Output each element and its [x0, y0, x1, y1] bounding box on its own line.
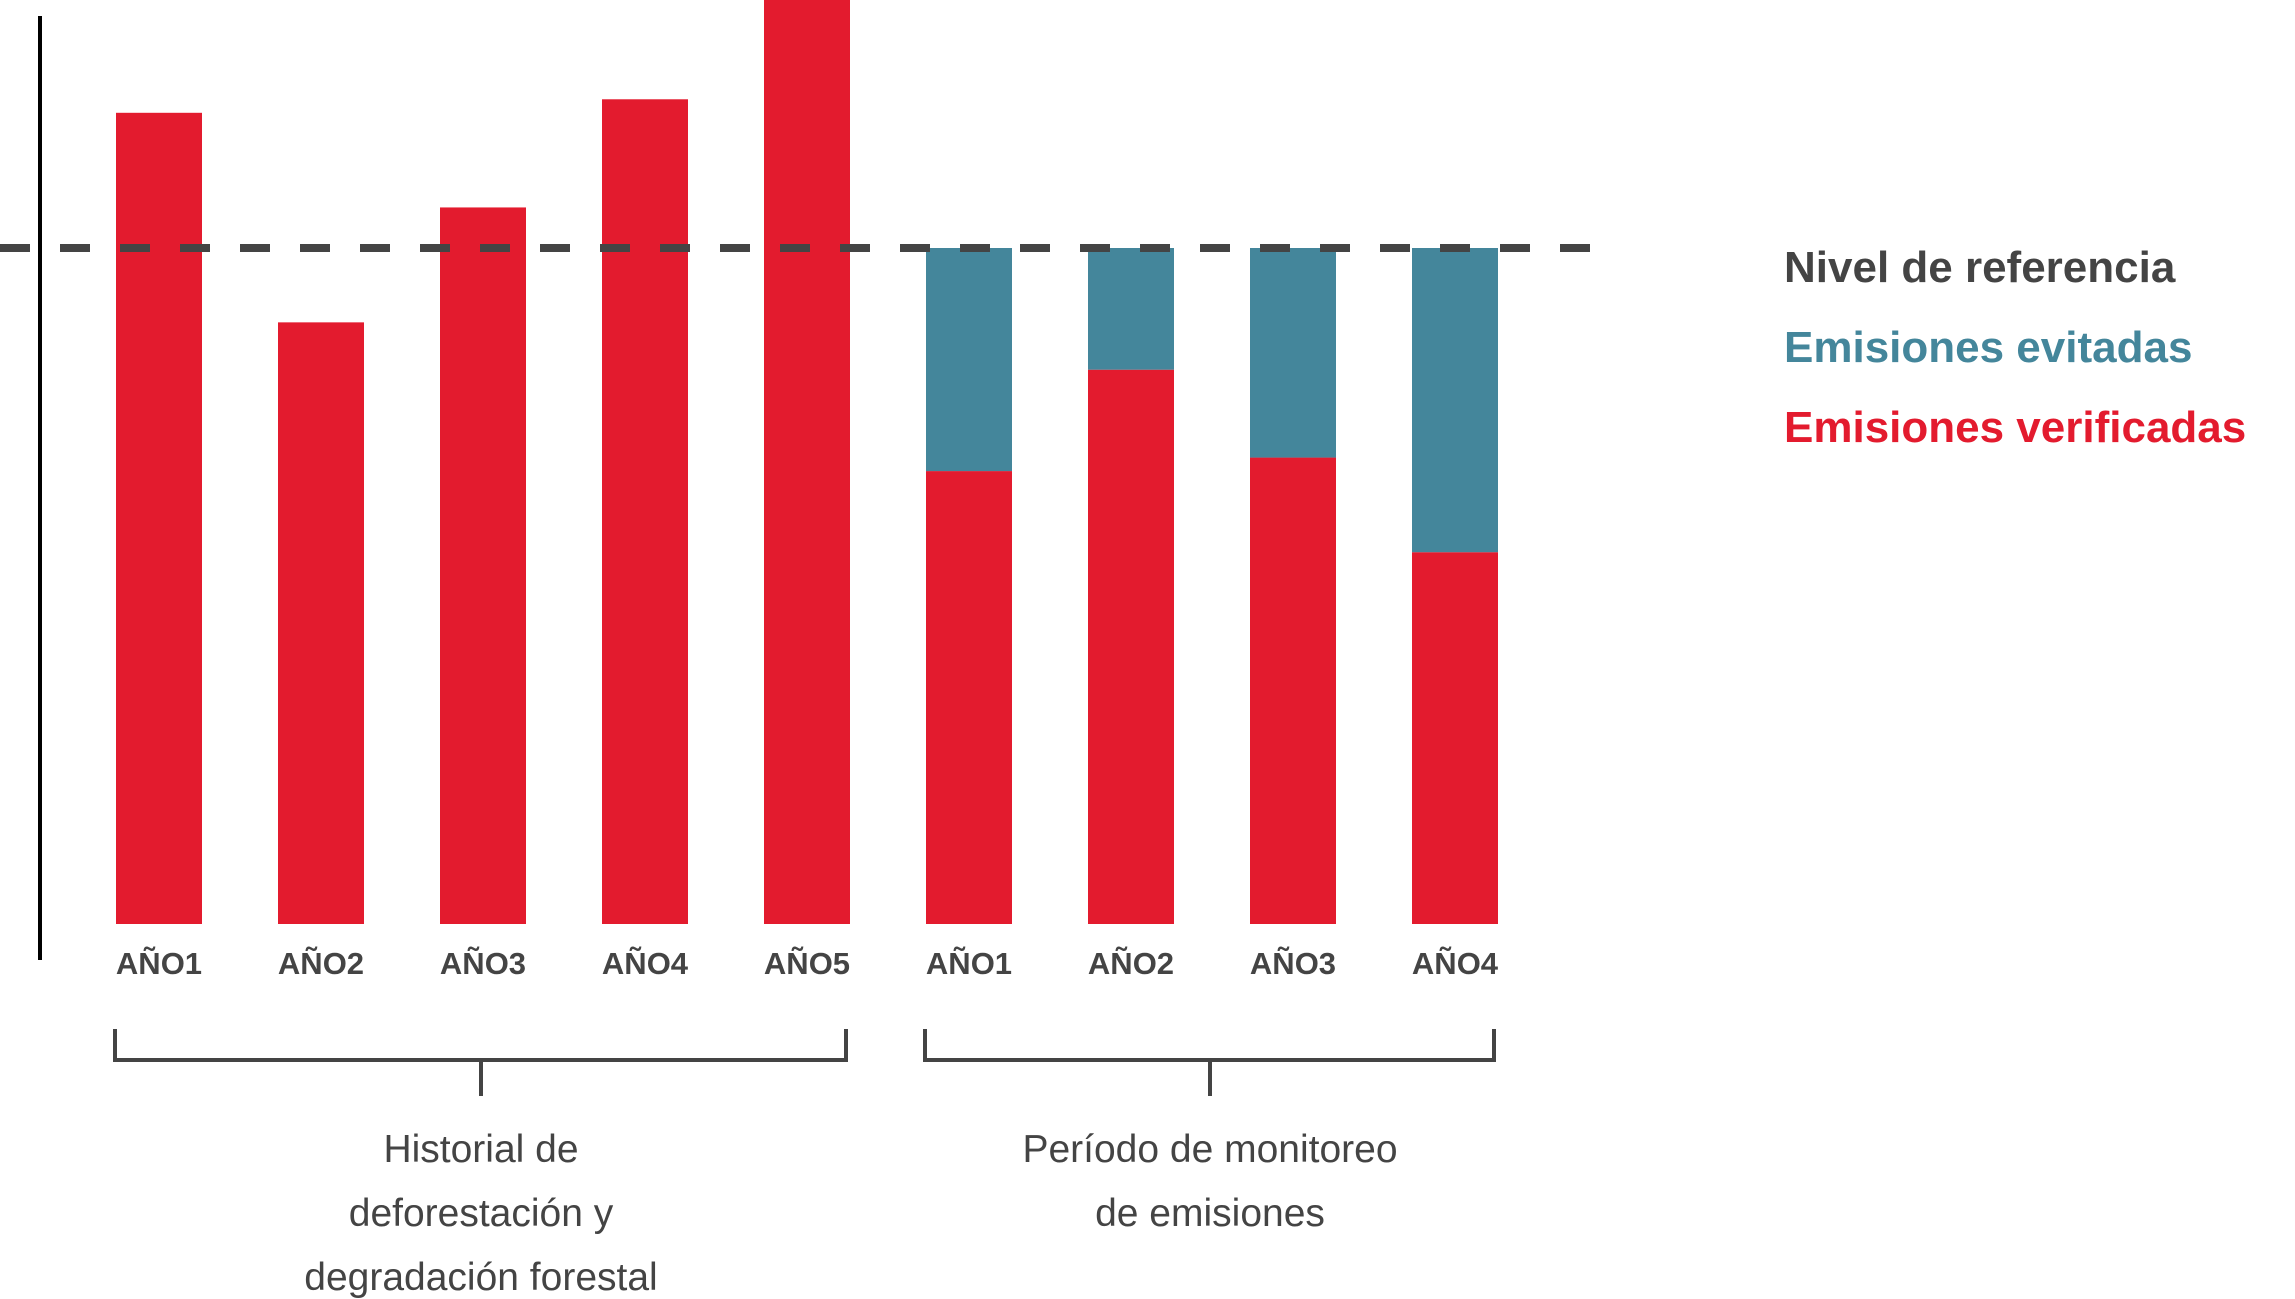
x-tick-label: AÑO2 — [278, 946, 364, 981]
y-axis-line — [38, 16, 42, 960]
bar-avoided-7 — [1088, 248, 1174, 370]
x-tick-label: AÑO3 — [440, 946, 526, 981]
x-tick-label: AÑO1 — [926, 946, 1012, 981]
x-tick-label: AÑO1 — [116, 946, 202, 981]
bar-verified-5 — [764, 0, 850, 924]
bar-verified-2 — [278, 322, 364, 924]
bar-verified-4 — [602, 99, 688, 924]
bracket-left-2 — [923, 1029, 927, 1062]
bar-verified-1 — [116, 112, 202, 925]
bracket-bar-1 — [113, 1058, 848, 1062]
bracket-right-1 — [844, 1029, 848, 1062]
group-label-line: Período de monitoreo — [1022, 1128, 1397, 1171]
group-label-line: deforestación y — [349, 1192, 614, 1235]
bar-verified-8 — [1250, 457, 1336, 924]
bracket-tick-2 — [1208, 1062, 1212, 1096]
group-label-line: degradación forestal — [304, 1256, 657, 1299]
bracket-bar-2 — [923, 1058, 1496, 1062]
group-label-line: de emisiones — [1095, 1192, 1325, 1235]
bar-verified-3 — [440, 207, 526, 924]
legend-item-reference: Nivel de referencia — [1784, 243, 2176, 292]
bar-verified-7 — [1088, 369, 1174, 924]
legend-item-verified: Emisiones verificadas — [1784, 403, 2247, 452]
legend: Nivel de referencia Emisiones evitadas E… — [1784, 228, 2246, 468]
x-tick-label: AÑO2 — [1088, 946, 1174, 981]
x-tick-label: AÑO5 — [764, 946, 850, 981]
bracket-left-1 — [113, 1029, 117, 1062]
x-tick-label: AÑO4 — [1412, 946, 1499, 981]
bars-layer — [116, 0, 1498, 925]
group-label-line: Historial de — [383, 1128, 578, 1171]
x-tick-label: AÑO3 — [1250, 946, 1336, 981]
bar-verified-6 — [926, 471, 1012, 924]
x-tick-label: AÑO4 — [602, 946, 689, 981]
legend-item-avoided: Emisiones evitadas — [1784, 323, 2193, 372]
bracket-tick-1 — [479, 1062, 483, 1096]
x-tick-labels: AÑO1 AÑO2 AÑO3 AÑO4 AÑO5 AÑO1 AÑO2 AÑO3 AÑO4 — [116, 946, 1499, 981]
group-brackets — [113, 1029, 1496, 1096]
group-labels: Historial de deforestación y degradación f… — [304, 1128, 1397, 1299]
bar-verified-9 — [1412, 552, 1498, 924]
bar-avoided-9 — [1412, 248, 1498, 553]
bar-avoided-6 — [926, 248, 1012, 472]
bar-avoided-8 — [1250, 248, 1336, 458]
bracket-right-2 — [1492, 1029, 1496, 1062]
